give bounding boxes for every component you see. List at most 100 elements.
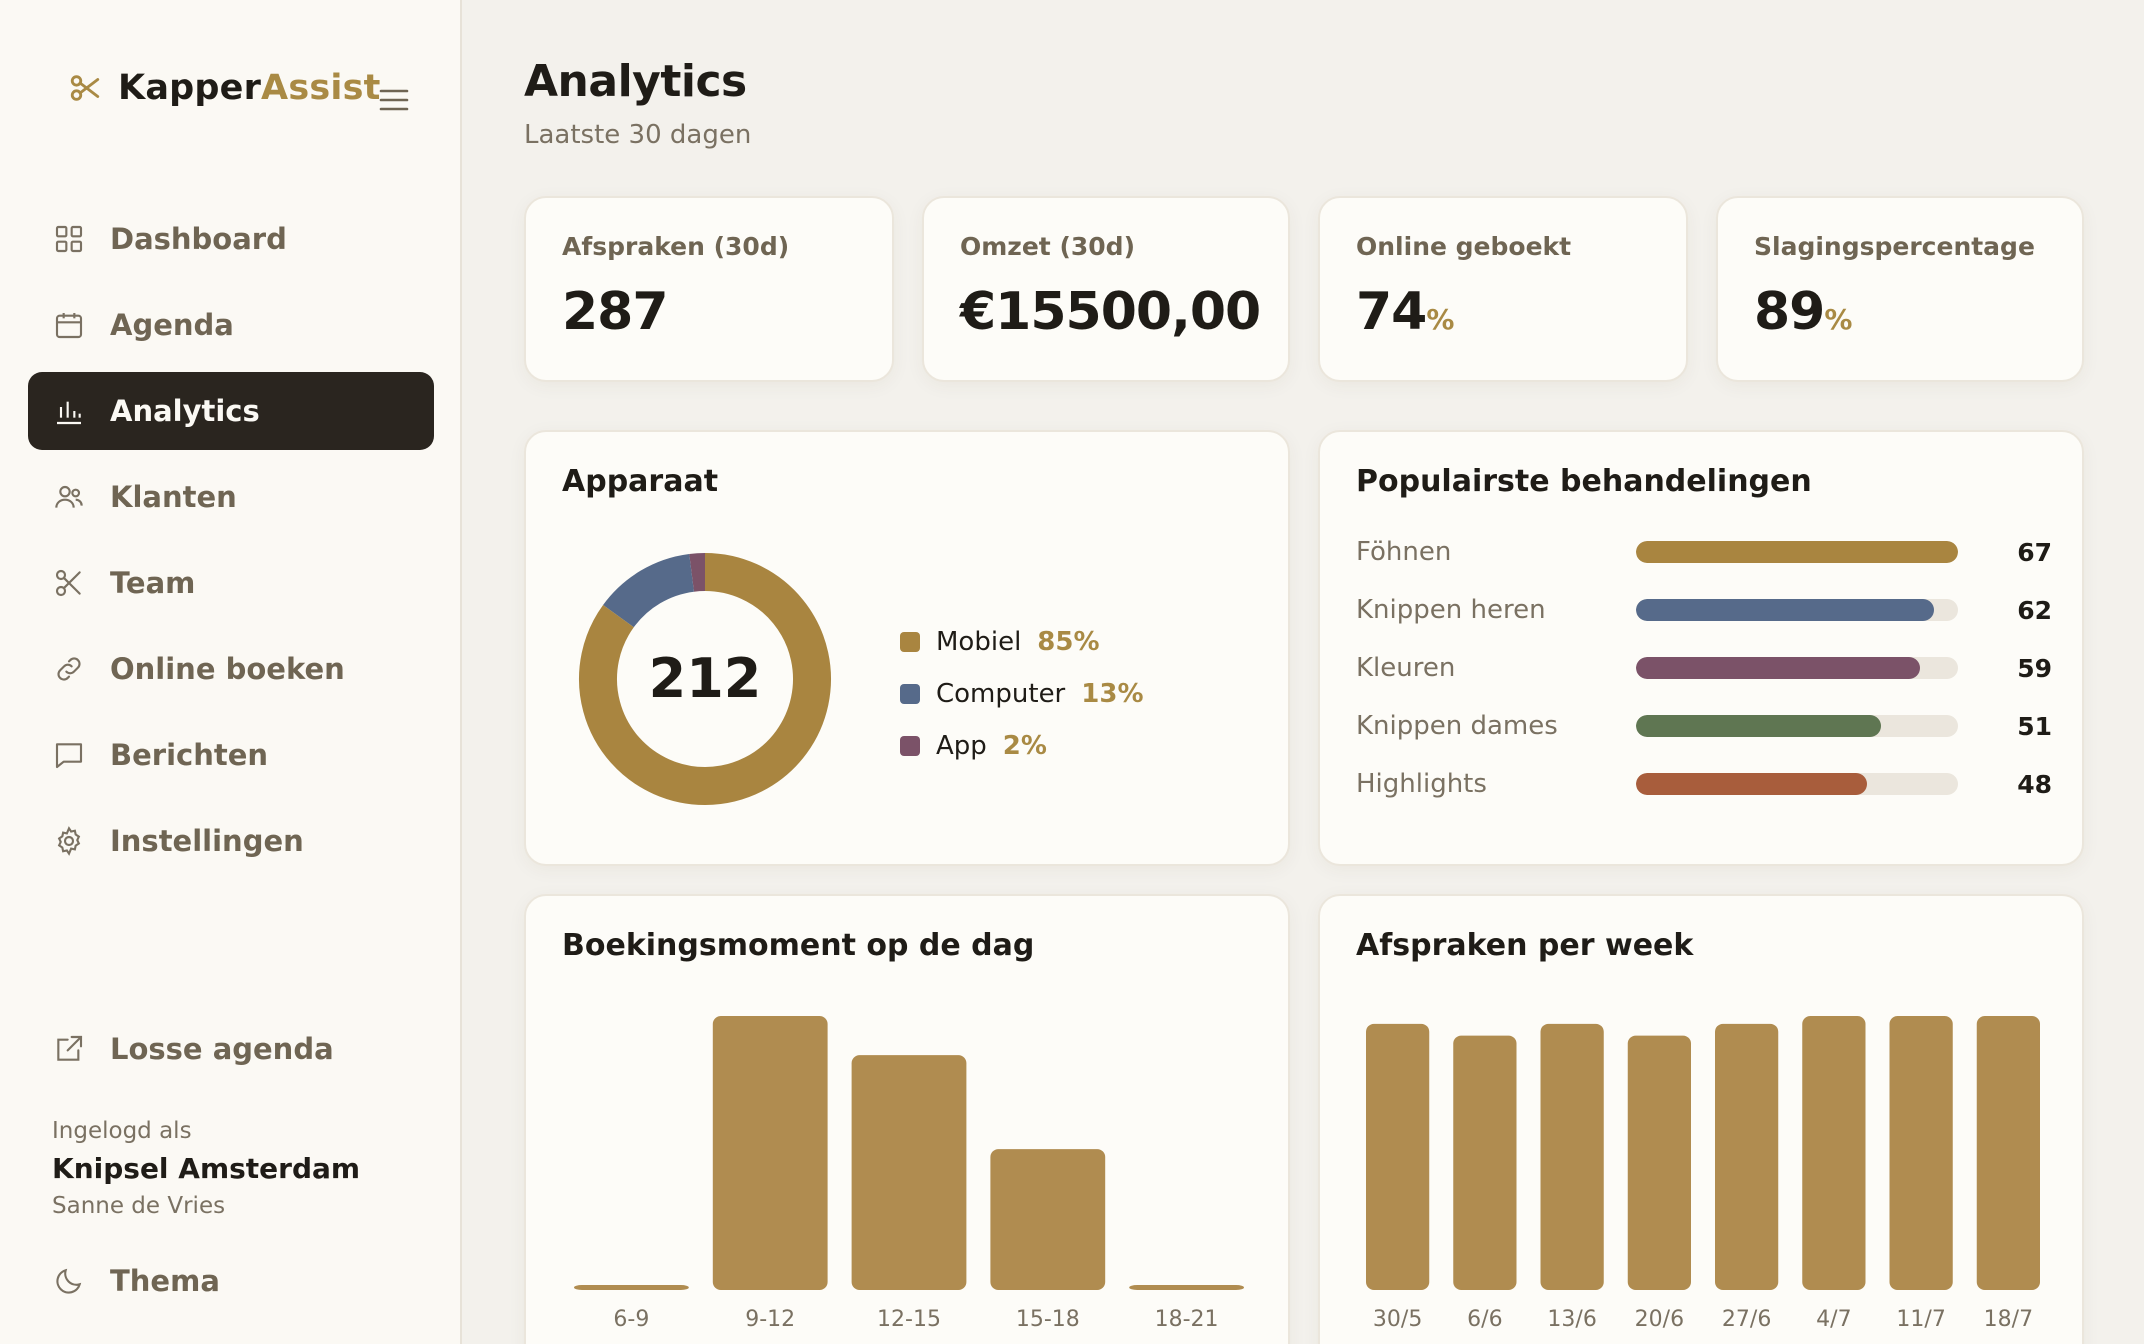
- kpi-label: Afspraken (30d): [562, 232, 790, 261]
- device-card: Apparaat 212 Mobiel 85% Computer 13% App…: [524, 430, 1290, 866]
- bar-6-9: [574, 1285, 689, 1290]
- sidebar-item-berichten[interactable]: Berichten: [28, 716, 434, 794]
- external-link-icon: [52, 1032, 86, 1066]
- sidebar-item-klanten[interactable]: Klanten: [28, 458, 434, 536]
- treatment-name: Föhnen: [1356, 537, 1452, 567]
- kpi-label: Slagingspercentage: [1754, 232, 2035, 261]
- sidebar-item-analytics[interactable]: Analytics: [28, 372, 434, 450]
- treatment-bar-fill: [1636, 715, 1882, 737]
- treatment-name: Knippen dames: [1356, 711, 1558, 741]
- sidebar-item-label: Team: [110, 566, 196, 600]
- treatment-value: 51: [2017, 711, 2052, 741]
- treatment-bar-track: [1636, 657, 1958, 679]
- sidebar-item-team[interactable]: Team: [28, 544, 434, 622]
- grid-icon: [52, 222, 86, 256]
- bar-18-21: [1129, 1285, 1244, 1290]
- treatment-name: Highlights: [1356, 769, 1487, 799]
- card-title: Apparaat: [562, 464, 719, 499]
- x-tick-label: 30/5: [1373, 1307, 1422, 1332]
- logged-in-label: Ingelogd als: [52, 1118, 192, 1144]
- donut-slice-computer: [603, 553, 695, 628]
- menu-toggle-icon[interactable]: [378, 84, 410, 116]
- bar-20/6: [1627, 1035, 1691, 1290]
- sidebar-item-label: Online boeken: [110, 652, 345, 686]
- moon-icon: [52, 1264, 86, 1298]
- legend-item: App 2%: [900, 720, 1144, 772]
- legend-swatch: [900, 684, 920, 704]
- brand-name: KapperAssist: [118, 68, 381, 108]
- user-name: Sanne de Vries: [52, 1193, 226, 1219]
- legend-name: Mobiel: [936, 627, 1022, 657]
- sidebar-nav: Dashboard Agenda Analytics Klanten Team: [28, 200, 434, 888]
- sidebar: KapperAssist Dashboard Agenda Analytics: [0, 0, 462, 1344]
- device-legend: Mobiel 85% Computer 13% App 2%: [900, 616, 1144, 772]
- sidebar-item-label: Agenda: [110, 308, 234, 342]
- brand[interactable]: KapperAssist: [68, 64, 381, 112]
- booking-time-chart: 6-9 9-12 12-15 15-18 18-21: [574, 1016, 1244, 1332]
- x-tick-label: 9-12: [745, 1307, 795, 1332]
- legend-item: Mobiel 85%: [900, 616, 1144, 668]
- calendar-icon: [52, 308, 86, 342]
- treatment-row: Highlights 48: [1356, 764, 2052, 804]
- kpi-card-afspraken: Afspraken (30d) 287: [524, 196, 894, 382]
- gear-icon: [52, 824, 86, 858]
- scissors-icon: [52, 566, 86, 600]
- legend-item: Computer 13%: [900, 668, 1144, 720]
- bar-27/6: [1715, 1023, 1779, 1290]
- legend-name: Computer: [936, 679, 1066, 709]
- logged-in-info: Ingelogd als Knipsel Amsterdam Sanne de …: [52, 1118, 360, 1219]
- sidebar-item-label: Klanten: [110, 480, 237, 514]
- sidebar-item-label: Instellingen: [110, 824, 304, 858]
- bar-30/5: [1366, 1023, 1430, 1290]
- card-title: Populairste behandelingen: [1356, 464, 1812, 499]
- treatment-value: 67: [2017, 537, 2052, 567]
- donut-slice-app: [689, 553, 706, 592]
- sidebar-item-label: Berichten: [110, 738, 269, 772]
- bar-18/7: [1976, 1016, 2040, 1290]
- bar-4/7: [1802, 1016, 1866, 1290]
- treatments-card: Populairste behandelingen Föhnen 67 Knip…: [1318, 430, 2084, 866]
- treatment-bar-track: [1636, 599, 1958, 621]
- x-tick-label: 11/7: [1896, 1307, 1945, 1332]
- treatment-bar-fill: [1636, 599, 1934, 621]
- card-title: Boekingsmoment op de dag: [562, 928, 1035, 963]
- theme-toggle[interactable]: Thema: [52, 1264, 220, 1298]
- theme-label: Thema: [110, 1264, 220, 1298]
- treatment-bar-track: [1636, 541, 1958, 563]
- legend-swatch: [900, 632, 920, 652]
- kpi-value: 74%: [1356, 282, 1455, 342]
- x-tick-label: 12-15: [877, 1307, 941, 1332]
- x-tick-label: 6-9: [613, 1307, 649, 1332]
- bar-15-18: [990, 1149, 1106, 1290]
- treatment-bar-fill: [1636, 657, 1920, 679]
- bar-chart-icon: [52, 394, 86, 428]
- x-tick-label: 18/7: [1984, 1307, 2033, 1332]
- treatment-bar-track: [1636, 773, 1958, 795]
- sidebar-item-label: Analytics: [110, 394, 260, 428]
- donut-total: 212: [649, 647, 762, 710]
- sidebar-item-agenda[interactable]: Agenda: [28, 286, 434, 364]
- sidebar-item-dashboard[interactable]: Dashboard: [28, 200, 434, 278]
- treatment-row: Knippen heren 62: [1356, 590, 2052, 630]
- losse-agenda-link[interactable]: Losse agenda: [52, 1032, 334, 1066]
- sidebar-item-online-boeken[interactable]: Online boeken: [28, 630, 434, 708]
- treatment-bar-fill: [1636, 773, 1867, 795]
- booking-time-card: Boekingsmoment op de dag 6-9 9-12 12-15 15-…: [524, 894, 1290, 1344]
- x-tick-label: 15-18: [1016, 1307, 1080, 1332]
- sidebar-item-instellingen[interactable]: Instellingen: [28, 802, 434, 880]
- kpi-card-online-geboekt: Online geboekt 74%: [1318, 196, 1688, 382]
- legend-pct: 2%: [1002, 731, 1047, 761]
- users-icon: [52, 480, 86, 514]
- page-title: Analytics: [524, 56, 747, 107]
- kpi-value: 89%: [1754, 282, 1853, 342]
- x-tick-label: 13/6: [1547, 1307, 1596, 1332]
- sidebar-item-label: Dashboard: [110, 222, 287, 256]
- kpi-label: Omzet (30d): [960, 232, 1135, 261]
- treatment-bar-track: [1636, 715, 1958, 737]
- kpi-card-slagingspercentage: Slagingspercentage 89%: [1716, 196, 2084, 382]
- legend-name: App: [936, 731, 987, 761]
- weekly-card: Afspraken per week 30/5 6/6 13/6 20/6 27/6 4/…: [1318, 894, 2084, 1344]
- legend-pct: 85%: [1037, 627, 1100, 657]
- treatment-row: Föhnen 67: [1356, 532, 2052, 572]
- treatment-value: 62: [2017, 595, 2052, 625]
